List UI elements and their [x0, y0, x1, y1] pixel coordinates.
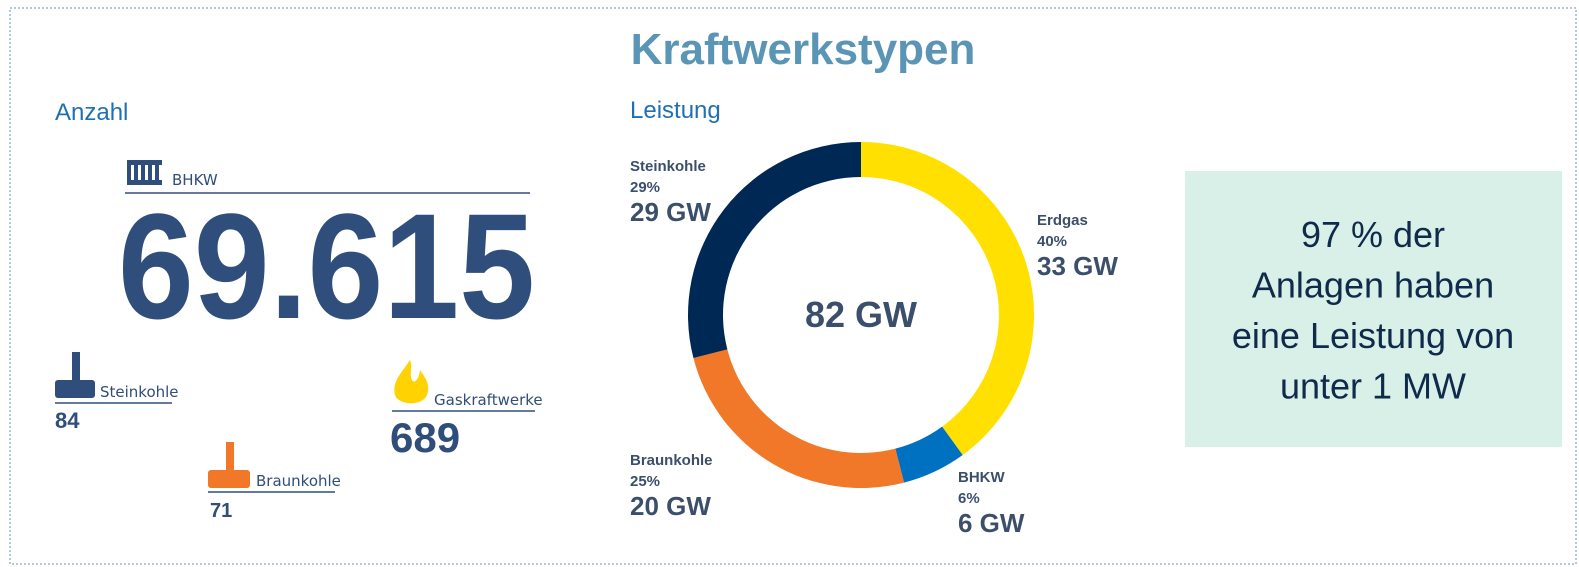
anzahl-heading: Anzahl [55, 99, 128, 126]
note-box [1185, 171, 1562, 447]
segment-percent: 6% [958, 490, 980, 507]
braunkohle-count: 71 [210, 500, 232, 522]
donut-segment [688, 142, 861, 359]
steinkohle-count: 84 [55, 408, 80, 433]
donut-segment [895, 426, 963, 483]
note: 97 % der Anlagen haben eine Leistung von un… [1232, 214, 1514, 407]
braunkohle-label: Braunkohle [256, 472, 341, 490]
note-line: 97 % der [1301, 214, 1445, 255]
frame [9, 7, 1577, 565]
title: Kraftwerkstypen [631, 25, 976, 74]
note-line: Anlagen haben [1252, 265, 1494, 306]
segment-name: Erdgas [1037, 212, 1088, 229]
segment-percent: 29% [630, 179, 660, 196]
segment-percent: 25% [630, 473, 660, 490]
donut-segment [861, 142, 1034, 455]
segment-name: Braunkohle [630, 452, 713, 469]
steinkohle-icon [55, 352, 95, 398]
gas-count: 689 [390, 414, 460, 461]
center-label: 82 GW [805, 294, 917, 335]
segment-capacity: 20 GW [630, 491, 711, 521]
segment-capacity: 33 GW [1037, 251, 1118, 281]
note-line: eine Leistung von [1232, 315, 1514, 356]
gas-label: Gaskraftwerke [434, 391, 543, 409]
gas-icon [394, 360, 429, 404]
leistung-heading: Leistung [630, 97, 721, 124]
donut-segment [693, 349, 905, 489]
donut-chart: Erdgas 40%33 GW BHKW 6%6 GW Braunkohle 25%20 … [630, 142, 1118, 538]
segment-capacity: 29 GW [630, 197, 711, 227]
segment-name: Steinkohle [630, 158, 706, 175]
bhkw-count: 69.615 [118, 182, 535, 350]
segment-capacity: 6 GW [958, 508, 1025, 538]
bhkw-icon [127, 160, 162, 185]
note-line: unter 1 MW [1280, 366, 1466, 407]
bhkw-label: BHKW [172, 171, 218, 189]
segment-percent: 40% [1037, 233, 1067, 250]
braunkohle-icon [208, 442, 250, 488]
segment-name: BHKW [958, 469, 1005, 486]
steinkohle-label: Steinkohle [100, 383, 179, 401]
